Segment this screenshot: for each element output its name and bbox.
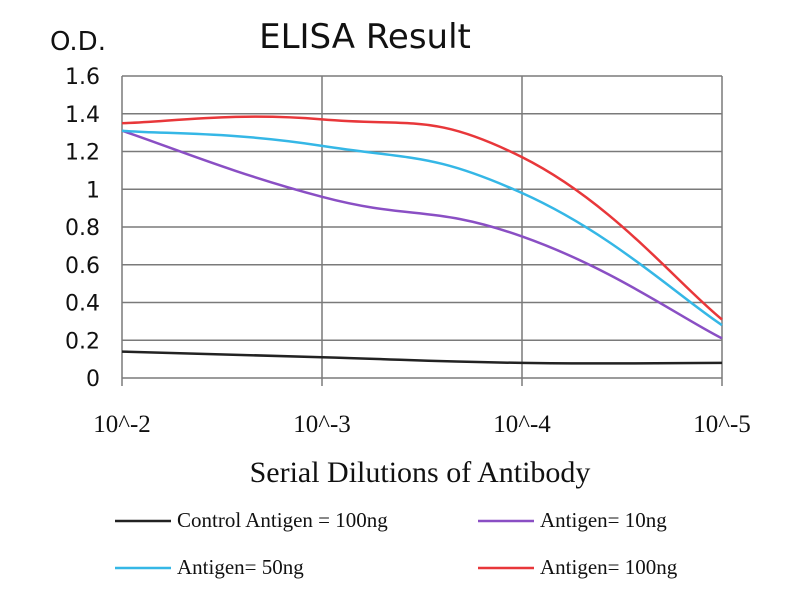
x-tick-label: 10^-4 bbox=[493, 411, 551, 438]
y-tick-label: 0 bbox=[86, 367, 100, 392]
y-tick-label: 1.4 bbox=[65, 103, 100, 128]
series-lines bbox=[121, 115, 723, 365]
x-tick-label: 10^-3 bbox=[293, 411, 351, 438]
legend-label: Antigen= 100ng bbox=[540, 555, 678, 579]
x-tick-label: 10^-5 bbox=[693, 411, 751, 438]
y-tick-label: 1 bbox=[86, 178, 100, 203]
y-tick-label: 1.6 bbox=[65, 65, 100, 90]
y-tick-label: 1.2 bbox=[65, 141, 100, 166]
legend-label: Control Antigen = 100ng bbox=[177, 508, 388, 532]
legend: Control Antigen = 100ng Antigen= 10ng Anti… bbox=[115, 508, 678, 579]
y-tick-label: 0.2 bbox=[65, 329, 100, 354]
axes: 0 0.2 0.4 0.6 0.8 1 1.2 1.4 1.6 10^-2 10^-3 10^-4 10… bbox=[65, 65, 751, 438]
gridlines bbox=[122, 75, 722, 378]
y-tick-label: 0.8 bbox=[65, 216, 100, 241]
chart-title: ELISA Result bbox=[259, 17, 471, 57]
series-line-3 bbox=[121, 129, 723, 327]
x-tick-label: 10^-2 bbox=[93, 411, 151, 438]
series-line-2 bbox=[121, 129, 723, 340]
series-line-1 bbox=[121, 350, 723, 365]
series-line-4 bbox=[121, 115, 723, 321]
y-tick-label: 0.4 bbox=[65, 292, 100, 317]
y-tick-label: 0.6 bbox=[65, 254, 100, 279]
legend-label: Antigen= 50ng bbox=[177, 555, 304, 579]
x-axis-label: Serial Dilutions of Antibody bbox=[250, 456, 591, 489]
y-axis-label: O.D. bbox=[50, 27, 106, 57]
legend-label: Antigen= 10ng bbox=[540, 508, 667, 532]
